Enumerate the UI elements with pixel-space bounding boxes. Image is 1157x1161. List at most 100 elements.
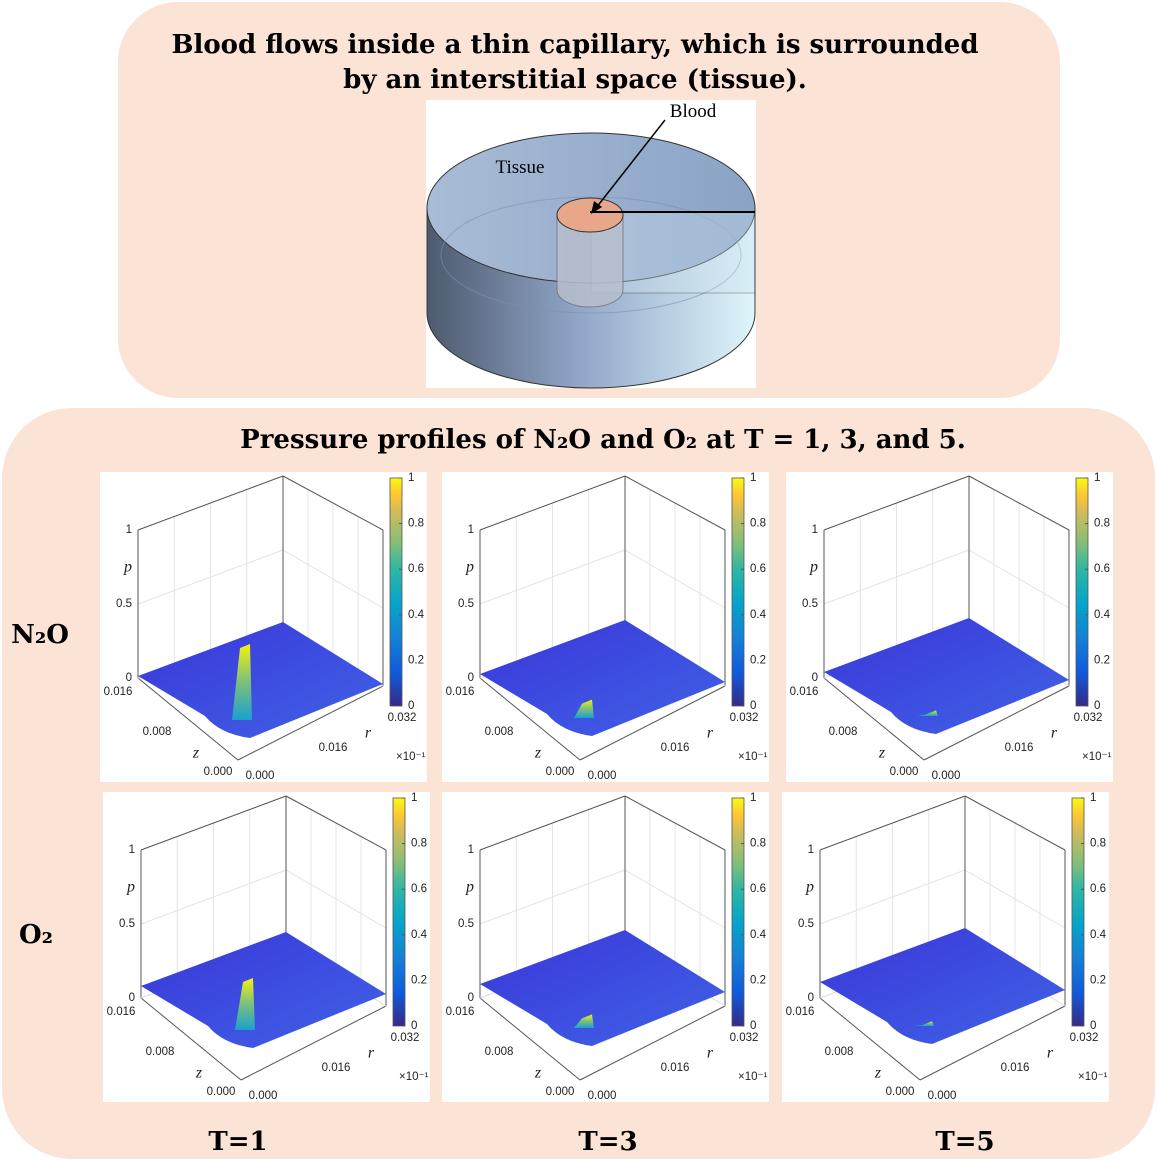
grid-line bbox=[819, 869, 966, 925]
colorbar-tick-label: 0.8 bbox=[408, 518, 424, 530]
grid-line bbox=[137, 549, 284, 605]
axis-line bbox=[923, 685, 1070, 761]
axis-line bbox=[137, 475, 284, 531]
axis-line bbox=[140, 795, 287, 851]
grid-line bbox=[624, 869, 726, 929]
colorbar-tick-label: 0 bbox=[750, 700, 756, 712]
axis-line bbox=[282, 475, 384, 531]
colorbar-tick-label: 0.4 bbox=[750, 609, 767, 621]
colorbar-tick-label: 0.8 bbox=[1094, 518, 1110, 530]
r-tick-label: 0.032 bbox=[388, 712, 417, 724]
p-tick-label: 1 bbox=[468, 524, 474, 536]
surface-plot: 0 0.5 1 p 0.000 0.008 0.016 z 0.000 0.016 0.032 r ×1… bbox=[100, 472, 427, 782]
z-tick-label: 0.016 bbox=[446, 1006, 475, 1018]
p-tick-label: 1 bbox=[468, 844, 474, 856]
axis-line bbox=[479, 997, 581, 1081]
scale-note: ×10⁻¹ bbox=[738, 1071, 768, 1083]
colorbar-tick-label: 0.2 bbox=[1090, 974, 1106, 986]
p-axis-label: p bbox=[465, 879, 474, 896]
r-tick-label: 0.032 bbox=[1074, 712, 1103, 724]
r-tick-label: 0.032 bbox=[730, 712, 759, 724]
colorbar-tick-label: 0.4 bbox=[1090, 929, 1107, 941]
p-tick-label: 0 bbox=[129, 992, 135, 1004]
surface-peak bbox=[574, 1014, 594, 1028]
surface-peak bbox=[918, 710, 938, 716]
p-tick-label: 0.5 bbox=[798, 918, 814, 930]
colorbar-tick-label: 0.6 bbox=[1090, 883, 1106, 895]
p-axis-label: p bbox=[465, 559, 474, 576]
p-axis-label: p bbox=[805, 879, 814, 896]
z-tick-label: 0.000 bbox=[204, 766, 233, 778]
axis-line bbox=[919, 1005, 1066, 1081]
surface-peak bbox=[235, 978, 255, 1030]
p-tick-label: 1 bbox=[808, 844, 814, 856]
z-tick-label: 0.000 bbox=[546, 766, 575, 778]
axis-line bbox=[624, 475, 726, 531]
axis-line bbox=[819, 795, 966, 851]
r-tick-label: 0.016 bbox=[661, 742, 690, 754]
colorbar-tick-label: 0.2 bbox=[408, 654, 424, 666]
p-tick-label: 0 bbox=[468, 992, 474, 1004]
header-title: by an interstitial space (tissue). bbox=[343, 65, 807, 95]
colorbar-tick-label: 0.8 bbox=[411, 838, 427, 850]
colorbar-tick-label: 0.6 bbox=[750, 563, 766, 575]
colorbar bbox=[731, 477, 745, 707]
colorbar-tick-label: 1 bbox=[408, 472, 414, 484]
colorbar-tick-label: 1 bbox=[1090, 792, 1096, 804]
r-tick-label: 0.000 bbox=[588, 1090, 617, 1102]
grid-line bbox=[140, 869, 287, 925]
axis-line bbox=[137, 677, 239, 761]
r-axis-label: r bbox=[365, 725, 372, 742]
z-tick-label: 0.008 bbox=[485, 1046, 514, 1058]
z-tick-label: 0.000 bbox=[890, 766, 919, 778]
p-tick-label: 0.5 bbox=[802, 598, 818, 610]
p-tick-label: 1 bbox=[126, 524, 132, 536]
p-tick-label: 0.5 bbox=[458, 918, 474, 930]
axis-line bbox=[237, 685, 384, 761]
grid-line bbox=[823, 549, 970, 605]
p-tick-label: 1 bbox=[812, 524, 818, 536]
p-axis-label: p bbox=[126, 879, 135, 896]
colorbar-tick-label: 0.8 bbox=[1090, 838, 1106, 850]
axis-line bbox=[285, 795, 387, 851]
z-axis-label: z bbox=[195, 1065, 203, 1082]
axis-line bbox=[968, 475, 1070, 531]
r-axis-label: r bbox=[707, 1045, 714, 1062]
scale-note: ×10⁻¹ bbox=[1082, 751, 1112, 763]
colorbar-tick-label: 0.6 bbox=[750, 883, 766, 895]
surface bbox=[480, 620, 725, 736]
r-tick-label: 0.016 bbox=[322, 1062, 351, 1074]
grid-line bbox=[624, 549, 726, 609]
z-axis-label: z bbox=[874, 1065, 882, 1082]
column-label: T=1 bbox=[208, 1127, 267, 1157]
colorbar-tick-label: 0.2 bbox=[1094, 654, 1110, 666]
axis-line bbox=[579, 685, 726, 761]
z-tick-label: 0.008 bbox=[829, 726, 858, 738]
axis-line bbox=[624, 795, 726, 851]
colorbar bbox=[1075, 477, 1089, 707]
r-tick-label: 0.000 bbox=[932, 770, 961, 782]
axis-line bbox=[240, 1005, 387, 1081]
scale-note: ×10⁻¹ bbox=[399, 1071, 429, 1083]
surface-plot: 0 0.5 1 p 0.000 0.008 0.016 z 0.000 0.016 0.032 r ×1… bbox=[103, 792, 430, 1102]
z-tick-label: 0.008 bbox=[485, 726, 514, 738]
grid-line bbox=[282, 549, 384, 609]
axis-line bbox=[140, 997, 242, 1081]
surface bbox=[138, 622, 383, 738]
z-axis-label: z bbox=[878, 745, 886, 762]
r-axis-label: r bbox=[368, 1045, 375, 1062]
colorbar-tick-label: 0.8 bbox=[750, 518, 766, 530]
axis-line bbox=[579, 1005, 726, 1081]
colorbar bbox=[731, 797, 745, 1027]
row-label: N₂O bbox=[11, 620, 69, 650]
p-tick-label: 0.5 bbox=[458, 598, 474, 610]
p-tick-label: 1 bbox=[129, 844, 135, 856]
header-title: Blood flows inside a thin capillary, whi… bbox=[171, 30, 978, 60]
r-axis-label: r bbox=[1051, 725, 1058, 742]
z-tick-label: 0.008 bbox=[825, 1046, 854, 1058]
grid-line bbox=[968, 549, 1070, 609]
colorbar-tick-label: 0.2 bbox=[750, 974, 766, 986]
colorbar-tick-label: 0 bbox=[750, 1020, 756, 1032]
